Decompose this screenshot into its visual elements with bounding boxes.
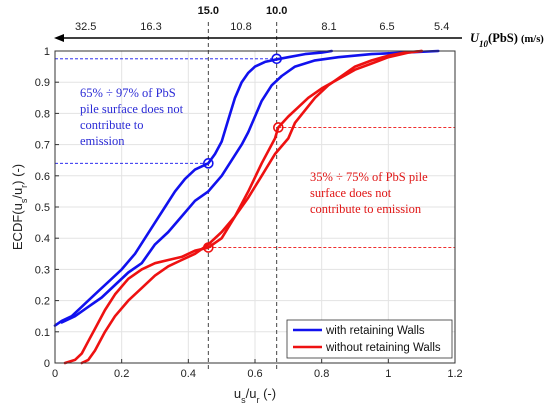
- annotations: 65% ÷ 97% of PbS pile surface does not con…: [80, 86, 428, 216]
- annotation-0-line-1: pile surface does not: [80, 102, 184, 116]
- top-tick-label-0: 32.5: [75, 21, 96, 33]
- annotation-1-line-1: surface does not: [310, 186, 392, 200]
- y-tick-label-6: 0.6: [35, 171, 50, 183]
- circle-markers: [203, 53, 284, 253]
- x-tick-label-5: 1: [385, 368, 391, 380]
- top-tick-label-1: 16.3: [140, 21, 161, 33]
- y-tick-labels: 0 0.1 0.2 0.3 0.4 0.5 0.6 0.7 0.8 0.9 1: [35, 46, 59, 370]
- y-tick-label-1: 0.1: [35, 327, 50, 339]
- marker-circle-2: [273, 122, 284, 133]
- top-tick-label-5: 8.1: [321, 21, 336, 33]
- legend-box: [286, 319, 453, 359]
- marker-circle-0: [271, 53, 282, 65]
- x-tick-label-0: 0: [52, 368, 58, 380]
- marker-circle-3: [203, 242, 214, 253]
- legend: with retaining Walls without retaining W…: [286, 319, 453, 359]
- series-0-curve-1: [60, 49, 440, 324]
- top-axis-label: U10(PbS) (m/s): [470, 31, 544, 49]
- y-tick-label-2: 0.2: [35, 296, 50, 308]
- vertical-reference-lines: [207, 22, 278, 371]
- x-axis-label: us/ur (-): [234, 386, 276, 405]
- top-tick-label-7: 5.4: [434, 21, 449, 33]
- top-axis-tick-labels: 32.5 16.3 15.0 10.8 10.0 8.1 6.5 5.4: [75, 5, 449, 33]
- annotation-text-1: 35% ÷ 75% of PbS pile surface does not con…: [310, 170, 428, 216]
- top-tick-label-6: 6.5: [379, 21, 394, 33]
- x-tick-label-4: 0.8: [314, 368, 329, 380]
- annotation-1-line-2: contribute to emission: [310, 202, 422, 216]
- top-axis: 32.5 16.3 15.0 10.8 10.0 8.1 6.5 5.4 U10(PbS) (…: [54, 5, 544, 49]
- x-tick-label-2: 0.4: [181, 368, 196, 380]
- annotation-text-0: 65% ÷ 97% of PbS pile surface does not con…: [80, 86, 184, 148]
- top-tick-label-2: 15.0: [198, 5, 219, 17]
- top-tick-label-4: 10.0: [266, 5, 287, 17]
- y-tick-label-10: 1: [44, 46, 50, 58]
- y-tick-label-9: 0.9: [35, 77, 50, 89]
- legend-label-without-walls: without retaining Walls: [325, 342, 441, 354]
- annotation-0-line-3: emission: [80, 134, 125, 148]
- legend-label-with-walls: with retaining Walls: [325, 325, 425, 337]
- y-tick-label-3: 0.3: [35, 264, 50, 276]
- annotation-1-line-0: 35% ÷ 75% of PbS pile: [310, 170, 428, 184]
- x-tick-label-1: 0.2: [114, 368, 129, 380]
- annotation-0-line-2: contribute to: [80, 118, 144, 132]
- y-tick-label-7: 0.7: [35, 140, 50, 152]
- guide-lines: [55, 58, 455, 249]
- series-lines: [53, 49, 440, 365]
- y-tick-label-8: 0.8: [35, 108, 50, 120]
- y-tick-label-4: 0.4: [35, 233, 50, 245]
- top-axis-arrowhead: [54, 34, 64, 42]
- series-1-curve-1: [80, 49, 423, 365]
- x-tick-labels: 0 0.2 0.4 0.6 0.8 1 1.2: [52, 359, 463, 380]
- y-tick-label-5: 0.5: [35, 202, 50, 214]
- y-axis-label: ECDF(us/ur) (-): [10, 164, 29, 250]
- x-tick-label-3: 0.6: [247, 368, 262, 380]
- x-tick-label-6: 1.2: [447, 368, 462, 380]
- annotation-0-line-0: 65% ÷ 97% of PbS: [80, 86, 176, 100]
- marker-circle-1: [203, 158, 214, 169]
- top-tick-label-3: 10.8: [230, 21, 251, 33]
- series-0-curve-0: [53, 49, 333, 327]
- y-tick-label-0: 0: [44, 358, 50, 370]
